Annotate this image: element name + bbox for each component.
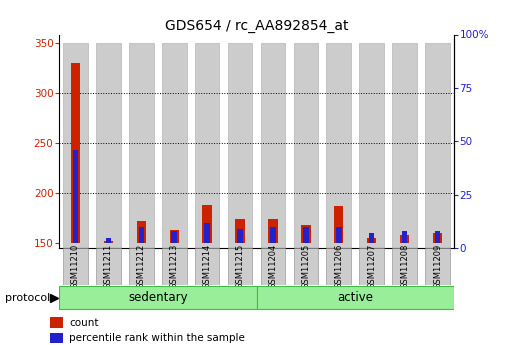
Bar bbox=[425, 42, 450, 248]
Bar bbox=[204, 223, 210, 243]
Bar bbox=[59, 286, 256, 309]
Bar bbox=[360, 42, 384, 248]
Bar bbox=[129, 248, 153, 285]
Bar bbox=[195, 248, 220, 285]
Text: GSM11209: GSM11209 bbox=[433, 244, 442, 289]
Text: GSM11206: GSM11206 bbox=[334, 244, 343, 289]
Bar bbox=[336, 227, 342, 243]
Bar bbox=[293, 248, 318, 285]
Bar bbox=[171, 231, 177, 243]
Text: GSM11213: GSM11213 bbox=[170, 244, 179, 289]
Bar bbox=[73, 150, 78, 243]
Text: GSM11205: GSM11205 bbox=[301, 244, 310, 289]
Text: GSM11204: GSM11204 bbox=[268, 244, 278, 289]
Bar bbox=[392, 42, 417, 248]
Text: GSM11208: GSM11208 bbox=[400, 244, 409, 289]
Bar bbox=[238, 229, 243, 243]
Text: GSM11214: GSM11214 bbox=[203, 244, 212, 289]
Text: GSM11211: GSM11211 bbox=[104, 244, 113, 289]
Text: percentile rank within the sample: percentile rank within the sample bbox=[69, 333, 245, 343]
Bar bbox=[104, 241, 113, 243]
Bar bbox=[301, 225, 310, 243]
Bar bbox=[326, 248, 351, 285]
Bar bbox=[270, 227, 275, 243]
Bar bbox=[96, 248, 121, 285]
Text: GSM11210: GSM11210 bbox=[71, 244, 80, 289]
Bar bbox=[293, 42, 318, 248]
Bar bbox=[63, 42, 88, 248]
Bar bbox=[367, 238, 377, 243]
Bar bbox=[139, 227, 144, 243]
Bar bbox=[402, 231, 407, 243]
Bar bbox=[106, 238, 111, 243]
Bar bbox=[392, 248, 417, 285]
Bar bbox=[334, 206, 344, 243]
Bar bbox=[96, 42, 121, 248]
Bar bbox=[169, 230, 179, 243]
Bar bbox=[63, 248, 88, 285]
Bar bbox=[129, 42, 153, 248]
Text: sedentary: sedentary bbox=[128, 290, 188, 304]
Bar bbox=[326, 42, 351, 248]
Bar bbox=[228, 42, 252, 248]
Bar bbox=[195, 42, 220, 248]
Bar bbox=[136, 221, 146, 243]
Bar bbox=[162, 248, 187, 285]
Text: count: count bbox=[69, 318, 99, 328]
Bar bbox=[50, 333, 63, 344]
Text: GSM11212: GSM11212 bbox=[137, 244, 146, 289]
Bar bbox=[303, 227, 309, 243]
Text: GSM11215: GSM11215 bbox=[235, 244, 245, 289]
Bar bbox=[360, 248, 384, 285]
Bar bbox=[203, 205, 212, 243]
Bar bbox=[50, 317, 63, 328]
Text: protocol: protocol bbox=[5, 294, 50, 303]
Bar bbox=[256, 286, 454, 309]
Bar bbox=[400, 235, 409, 243]
Bar bbox=[369, 234, 374, 243]
Bar bbox=[433, 233, 442, 243]
Bar bbox=[268, 219, 278, 243]
Bar bbox=[261, 248, 285, 285]
Bar bbox=[425, 248, 450, 285]
Text: GSM11207: GSM11207 bbox=[367, 244, 376, 289]
Text: active: active bbox=[337, 290, 373, 304]
Bar bbox=[228, 248, 252, 285]
Bar bbox=[235, 219, 245, 243]
Bar bbox=[435, 231, 440, 243]
Bar bbox=[261, 42, 285, 248]
Title: GDS654 / rc_AA892854_at: GDS654 / rc_AA892854_at bbox=[165, 19, 348, 33]
Bar bbox=[71, 63, 80, 243]
Bar bbox=[162, 42, 187, 248]
